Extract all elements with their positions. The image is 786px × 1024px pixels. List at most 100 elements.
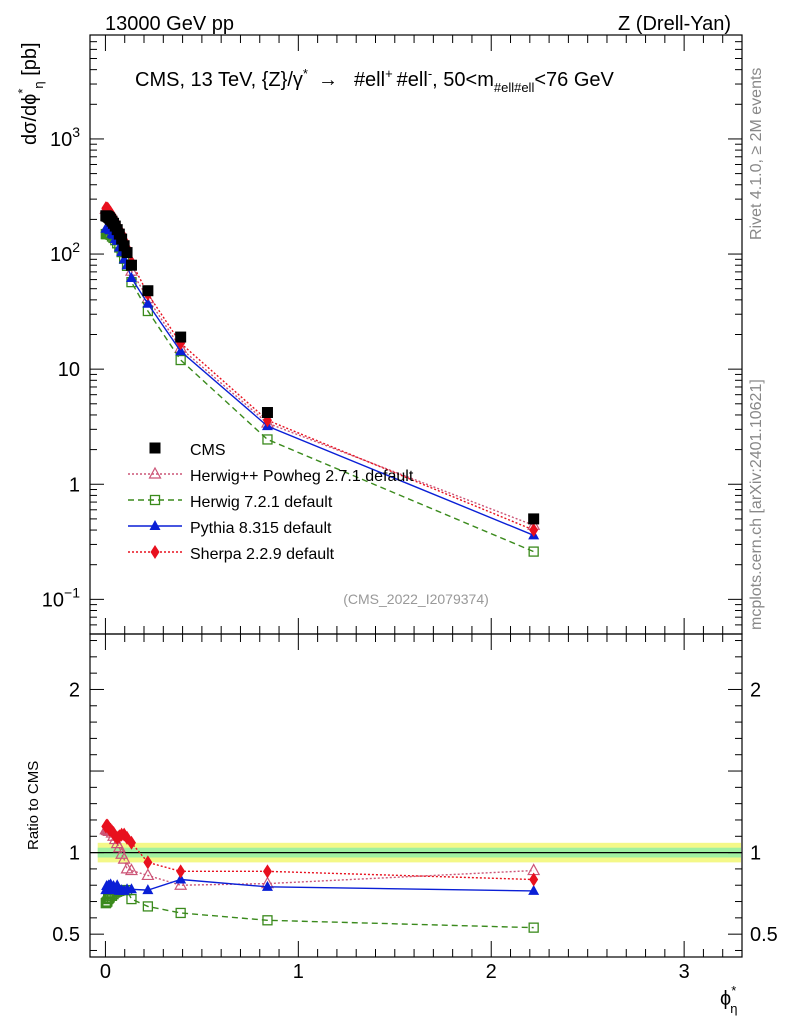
x-tick-label: 3 — [679, 961, 690, 983]
ratio-point-pythia-8-315-default — [528, 884, 540, 895]
ratio-series — [99, 818, 541, 933]
legend-marker — [149, 442, 161, 454]
process-label: Z (Drell-Yan) — [618, 13, 731, 35]
point-herwig-7-2-1-default — [528, 546, 539, 557]
ratio-point-sherpa-2-2-9-default — [529, 872, 539, 887]
title-ell2-sup: - — [428, 66, 432, 81]
point-pythia-8-315-default — [142, 297, 154, 308]
ratio-point-herwig-powheg-2-7-1-default — [174, 877, 188, 890]
main-y-axis-label: dσ/dϕ*η [pb] — [15, 42, 46, 145]
ratio-point-pythia-8-315-default — [142, 884, 154, 895]
ratio-point-herwig-powheg-2-7-1-default — [117, 851, 131, 864]
title-range: , 50<m — [432, 69, 494, 91]
main-y-tick-label: 1 — [69, 474, 80, 496]
title-ell1-sup: + — [385, 66, 393, 81]
ratio-point-sherpa-2-2-9-default — [176, 864, 186, 879]
ratio-y-tick-label-right: 2 — [750, 679, 761, 701]
ratio-series-sherpa-2-2-9-default — [101, 818, 539, 887]
legend-entry-sherpa-2-2-9-default: Sherpa 2.2.9 default — [128, 545, 335, 563]
point-cms — [261, 407, 273, 419]
ratio-point-herwig-7-2-1-default — [175, 907, 186, 919]
ratio-panel-frame — [89, 633, 743, 958]
legend-marker — [149, 520, 161, 530]
ratio-point-sherpa-2-2-9-default — [262, 864, 272, 879]
legend-label: Pythia 8.315 default — [190, 520, 332, 537]
line-pythia-8-315-default — [105, 226, 534, 536]
ylabel-main: dσ/dϕ — [19, 94, 41, 145]
x-axis-label: ϕ* η — [720, 983, 738, 1016]
tick-exp: 2 — [72, 239, 80, 255]
legend-label: CMS — [190, 442, 226, 459]
ratio-line-herwig-7-2-1-default — [105, 889, 534, 929]
main-y-tick-label: 10 — [58, 359, 80, 381]
legend-label: Herwig 7.2.1 default — [190, 494, 333, 511]
ylabel-unit: [pb] — [19, 42, 41, 81]
point-pythia-8-315-default — [175, 345, 187, 356]
point-cms — [121, 247, 133, 259]
tick-base: 10 — [50, 244, 72, 266]
xlabel-main: ϕ — [720, 988, 731, 1010]
x-tick-label: 2 — [486, 961, 497, 983]
series-pythia-8-315-default — [100, 221, 540, 540]
ratio-point-herwig-7-2-1-default — [262, 915, 273, 926]
analysis-watermark: (CMS_2022_I2079374) — [343, 591, 489, 607]
main-panel — [89, 34, 743, 635]
legend-entry-herwig-7-2-1-default: Herwig 7.2.1 default — [128, 494, 333, 511]
ratio-y-tick-label-right: 1 — [750, 843, 761, 865]
ratio-y-tick-label: 1 — [69, 843, 80, 865]
energy-label: 13000 GeV pp — [105, 13, 234, 35]
title-main: CMS, 13 TeV, {Z}/γ — [135, 69, 303, 91]
title-arrow: → — [318, 69, 338, 91]
series-cms — [100, 210, 540, 525]
main-panel-frame — [89, 34, 743, 635]
rivet-label: Rivet 4.1.0, ≥ 2M events — [748, 68, 765, 240]
title-ell1: #ell — [354, 69, 385, 91]
title-sup: * — [303, 66, 308, 81]
ratio-uncertainty-band — [90, 842, 742, 863]
ratio-y-tick-label: 2 — [69, 679, 80, 701]
legend-label: Herwig++ Powheg 2.7.1 default — [190, 468, 414, 485]
ratio-point-pythia-8-315-default — [175, 873, 187, 884]
ratio-series-herwig-7-2-1-default — [100, 884, 539, 933]
point-cms — [116, 233, 128, 245]
ratio-series-pythia-8-315-default — [100, 873, 540, 895]
legend: CMS Herwig++ Powheg 2.7.1 default Herwig 7… — [128, 442, 414, 563]
xlabel-sup: * — [731, 983, 736, 998]
ylabel-sup: * — [15, 89, 30, 94]
legend-entry-herwig-powheg-2-7-1-default: Herwig++ Powheg 2.7.1 default — [128, 466, 414, 485]
ratio-y-axis-label: Ratio to CMS — [25, 761, 42, 850]
tick-base: 10 — [42, 589, 64, 611]
xlabel-sub: η — [730, 1001, 737, 1016]
x-tick-label: 1 — [293, 961, 304, 983]
ratio-point-pythia-8-315-default — [261, 880, 273, 891]
ratio-panel — [89, 633, 743, 958]
legend-marker — [149, 494, 161, 506]
point-cms — [118, 240, 130, 252]
ratio-point-herwig-7-2-1-default — [528, 922, 539, 933]
tick-exp: −1 — [64, 584, 80, 600]
mcplots-label: mcplots.cern.ch [arXiv:2401.10621] — [748, 379, 765, 630]
ratio-y-tick-label-right: 0.5 — [750, 924, 778, 946]
x-tick-label: 0 — [100, 961, 111, 983]
title-range-sub: #ell#ell — [494, 80, 535, 95]
ylabel-sub: η — [31, 81, 46, 88]
ratio-point-herwig-7-2-1-default — [126, 893, 137, 905]
main-y-tick-label: 102 — [50, 239, 80, 266]
point-pythia-8-315-default — [125, 271, 137, 282]
tick-exp: 3 — [72, 124, 80, 140]
title-ell2: #ell — [397, 69, 428, 91]
point-herwig-7-2-1-default — [175, 354, 186, 366]
legend-entry-cms: CMS — [149, 442, 226, 459]
point-cms — [142, 285, 154, 297]
main-series — [99, 201, 541, 557]
series-sherpa-2-2-9-default — [101, 201, 539, 538]
title-range-end: <76 GeV — [534, 69, 614, 91]
ratio-point-herwig-powheg-2-7-1-default — [141, 868, 155, 881]
tick-base: 10 — [50, 129, 72, 151]
point-cms — [125, 259, 137, 271]
legend-marker — [150, 545, 160, 559]
ratio-point-herwig-7-2-1-default — [142, 901, 154, 912]
ratio-axis-ticks: 0 1 2 3 0.5 0.5 1 1 2 2 — [52, 634, 778, 983]
